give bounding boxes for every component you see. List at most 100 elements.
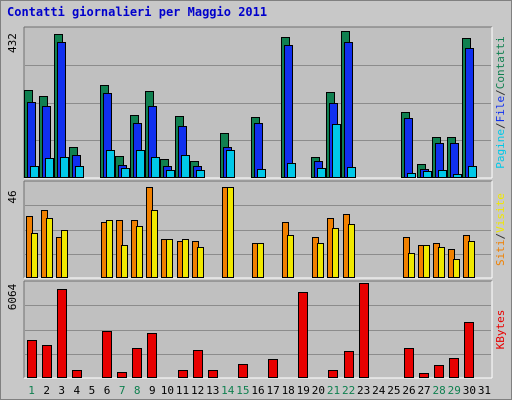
bar-kbytes-day-26 bbox=[404, 348, 414, 378]
x-tick-label: 19 bbox=[297, 384, 310, 397]
bar-pagine-day-4 bbox=[75, 166, 84, 178]
x-tick-label: 6 bbox=[104, 384, 111, 397]
bar-kbytes-day-28 bbox=[434, 365, 444, 378]
legend-label: Visite bbox=[494, 193, 507, 233]
bar-pagine-day-7 bbox=[121, 168, 130, 178]
bar-pagine-day-18 bbox=[287, 163, 296, 178]
x-tick-label: 14 bbox=[221, 384, 235, 397]
x-tick-label: 17 bbox=[266, 384, 279, 397]
bar-pagine-day-9 bbox=[151, 157, 160, 178]
bar-kbytes-day-4 bbox=[72, 370, 82, 378]
y-max-label: 432 bbox=[6, 33, 19, 53]
y-max-label: 6064 bbox=[6, 283, 19, 310]
x-tick-label: 20 bbox=[312, 384, 325, 397]
x-tick-label: 4 bbox=[74, 384, 81, 397]
bar-pagine-day-22 bbox=[347, 167, 356, 178]
x-tick-label: 11 bbox=[176, 384, 189, 397]
bar-visite-day-3 bbox=[61, 230, 68, 278]
panel-kbytes-background bbox=[24, 281, 492, 378]
legend-label: / bbox=[494, 89, 507, 96]
x-tick-label: 1 bbox=[28, 384, 35, 397]
bar-kbytes-day-23 bbox=[359, 283, 369, 378]
bar-kbytes-day-7 bbox=[117, 372, 127, 378]
x-tick-label: 3 bbox=[58, 384, 65, 397]
bar-pagine-day-16 bbox=[257, 169, 266, 178]
bar-file-day-26 bbox=[404, 118, 413, 178]
x-tick-label: 24 bbox=[372, 384, 386, 397]
bar-file-day-18 bbox=[284, 45, 293, 178]
legend-kbytes: KBytes bbox=[494, 310, 507, 350]
bar-kbytes-day-11 bbox=[178, 370, 188, 378]
bar-visite-day-27 bbox=[423, 245, 430, 278]
bar-kbytes-day-17 bbox=[268, 359, 278, 378]
legend-contatti: Pagine/File/Contatti bbox=[494, 36, 507, 168]
bar-kbytes-day-2 bbox=[42, 345, 52, 378]
x-tick-label: 21 bbox=[327, 384, 340, 397]
bar-pagine-day-10 bbox=[166, 170, 175, 178]
bar-kbytes-day-13 bbox=[208, 370, 218, 378]
bar-pagine-day-8 bbox=[136, 150, 145, 178]
bar-visite-day-2 bbox=[46, 218, 53, 278]
bar-visite-day-26 bbox=[408, 253, 415, 278]
x-tick-label: 30 bbox=[463, 384, 476, 397]
legend-visite: Siti/Visite bbox=[494, 193, 507, 266]
x-tick-label: 27 bbox=[417, 384, 430, 397]
bar-kbytes-day-6 bbox=[102, 331, 112, 378]
bar-pagine-day-1 bbox=[30, 166, 39, 178]
bar-kbytes-day-12 bbox=[193, 350, 203, 378]
x-tick-label: 25 bbox=[387, 384, 400, 397]
bar-pagine-day-6 bbox=[106, 150, 115, 178]
bar-visite-day-29 bbox=[453, 259, 460, 278]
bar-visite-day-6 bbox=[106, 220, 113, 278]
bar-pagine-day-14 bbox=[226, 150, 235, 178]
bar-pagine-day-12 bbox=[196, 170, 205, 178]
y-max-label: 46 bbox=[6, 190, 19, 203]
bar-visite-day-12 bbox=[197, 247, 204, 278]
bar-kbytes-day-21 bbox=[328, 370, 338, 378]
bar-pagine-day-26 bbox=[407, 173, 416, 178]
legend-label: File bbox=[494, 96, 507, 123]
chart-title: Contatti giornalieri per Maggio 2011 bbox=[7, 5, 268, 19]
legend-label: Siti bbox=[494, 239, 507, 266]
bar-kbytes-day-22 bbox=[344, 351, 354, 378]
bar-visite-day-10 bbox=[166, 239, 173, 278]
bar-pagine-day-20 bbox=[317, 168, 326, 178]
bar-file-day-29 bbox=[450, 143, 459, 178]
bar-kbytes-day-1 bbox=[27, 340, 37, 378]
legend-label: / bbox=[494, 122, 507, 129]
bar-kbytes-day-9 bbox=[147, 333, 157, 378]
bar-pagine-day-28 bbox=[438, 170, 447, 178]
bar-pagine-day-11 bbox=[181, 155, 190, 178]
x-tick-label: 15 bbox=[236, 384, 249, 397]
bar-visite-day-21 bbox=[332, 228, 339, 278]
x-tick-label: 12 bbox=[191, 384, 204, 397]
bar-visite-day-11 bbox=[182, 239, 189, 278]
bar-kbytes-day-15 bbox=[238, 364, 248, 378]
x-tick-label: 9 bbox=[149, 384, 156, 397]
x-tick-label: 2 bbox=[43, 384, 50, 397]
x-tick-label: 29 bbox=[448, 384, 461, 397]
bar-visite-day-20 bbox=[317, 243, 324, 278]
bar-kbytes-day-29 bbox=[449, 358, 459, 378]
bar-kbytes-day-19 bbox=[298, 292, 308, 378]
bar-visite-day-1 bbox=[31, 233, 38, 278]
bar-visite-day-9 bbox=[151, 210, 158, 278]
bar-visite-day-16 bbox=[257, 243, 264, 278]
bar-file-day-30 bbox=[465, 48, 474, 178]
bar-pagine-day-27 bbox=[423, 171, 432, 178]
bar-kbytes-day-30 bbox=[464, 322, 474, 378]
x-tick-label: 7 bbox=[119, 384, 126, 397]
bar-kbytes-day-27 bbox=[419, 373, 429, 378]
x-tick-label: 13 bbox=[206, 384, 219, 397]
bar-visite-day-22 bbox=[348, 224, 355, 278]
bar-visite-day-30 bbox=[468, 241, 475, 278]
x-tick-label: 22 bbox=[342, 384, 355, 397]
bar-visite-day-18 bbox=[287, 235, 294, 278]
x-tick-label: 8 bbox=[134, 384, 141, 397]
bar-pagine-day-30 bbox=[468, 166, 477, 178]
bar-kbytes-day-8 bbox=[132, 348, 142, 378]
x-tick-label: 5 bbox=[89, 384, 96, 397]
x-tick-label: 26 bbox=[402, 384, 415, 397]
